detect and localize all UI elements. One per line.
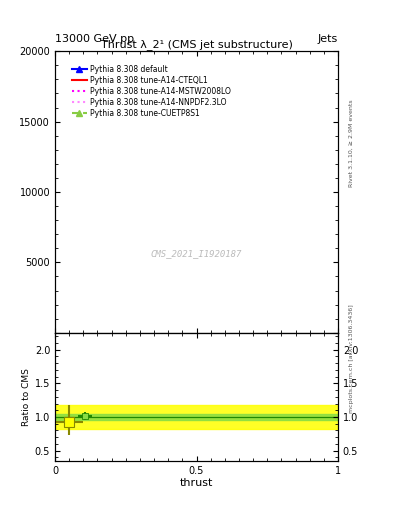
Y-axis label: Ratio to CMS: Ratio to CMS	[22, 368, 31, 426]
Legend: Pythia 8.308 default, Pythia 8.308 tune-A14-CTEQL1, Pythia 8.308 tune-A14-MSTW20: Pythia 8.308 default, Pythia 8.308 tune-…	[70, 63, 232, 119]
Text: 13000 GeV pp: 13000 GeV pp	[55, 33, 134, 44]
Text: CMS_2021_I1920187: CMS_2021_I1920187	[151, 249, 242, 259]
Text: Jets: Jets	[318, 33, 338, 44]
X-axis label: thrust: thrust	[180, 478, 213, 488]
Title: Thrust λ_2¹ (CMS jet substructure): Thrust λ_2¹ (CMS jet substructure)	[101, 39, 292, 50]
Text: Rivet 3.1.10, ≥ 2.9M events: Rivet 3.1.10, ≥ 2.9M events	[349, 99, 354, 187]
Text: mcplots.cern.ch [arXiv:1306.3436]: mcplots.cern.ch [arXiv:1306.3436]	[349, 304, 354, 413]
